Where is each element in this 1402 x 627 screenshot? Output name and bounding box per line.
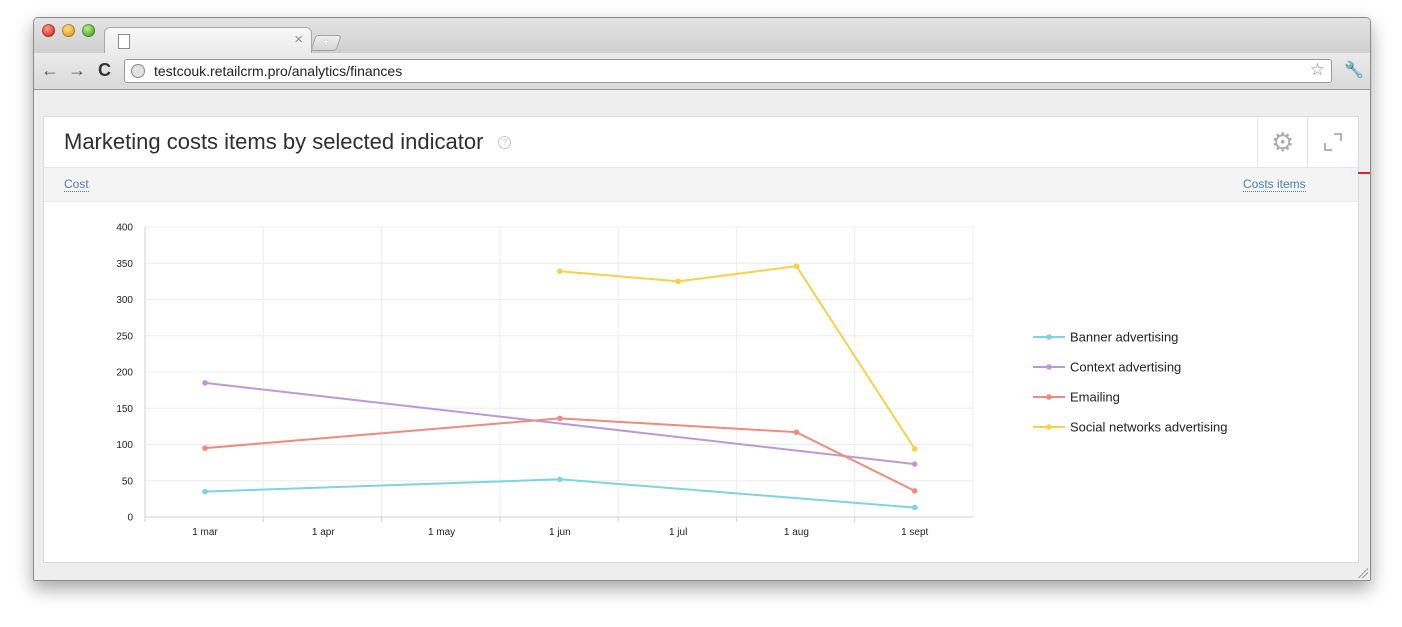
plus-icon: + [322, 35, 330, 49]
legend-label: Banner advertising [1070, 330, 1178, 345]
data-point [557, 268, 563, 275]
browser-toolbar: ← → C testcouk.retailcrm.pro/analytics/f… [34, 53, 1370, 90]
globe-icon [131, 64, 145, 78]
new-tab-button[interactable]: + [310, 35, 342, 51]
bookmark-star-icon[interactable]: ☆ [1309, 60, 1325, 79]
legend-marker [1046, 424, 1052, 430]
wrench-menu-icon[interactable]: 🔧 [1344, 62, 1364, 79]
data-point [911, 461, 918, 467]
address-bar[interactable]: testcouk.retailcrm.pro/analytics/finance… [124, 59, 1332, 83]
data-point [202, 488, 208, 495]
tab-close-icon[interactable]: × [294, 31, 303, 48]
y-tick-label: 200 [116, 368, 133, 379]
gear-icon: ⚙ [1271, 127, 1295, 157]
data-point [911, 488, 918, 494]
y-tick-label: 400 [116, 223, 133, 234]
help-icon[interactable]: ? [498, 136, 511, 149]
data-point [911, 504, 918, 511]
zoom-window-button[interactable] [82, 24, 95, 37]
x-tick-label: 1 sept [901, 527, 928, 538]
data-point [793, 429, 800, 435]
y-tick-label: 350 [116, 259, 133, 270]
y-tick-label: 150 [116, 404, 133, 415]
back-arrow-icon[interactable]: ← [41, 60, 59, 80]
report-panel: Marketing costs items by selected indica… [43, 116, 1370, 563]
close-window-button[interactable] [42, 24, 55, 37]
browser-tab[interactable]: × [104, 27, 312, 55]
y-tick-label: 50 [122, 476, 134, 487]
settings-button[interactable]: ⚙ [1257, 117, 1308, 167]
data-point [675, 278, 681, 285]
tab-strip: × + [34, 18, 1370, 55]
y-tick-label: 300 [116, 295, 133, 306]
x-tick-label: 1 may [428, 527, 455, 538]
series-line [204, 417, 916, 492]
line-chart: 0 50 100 150 200 250 300 350 400 1 mar 1 apr 1 may 1… [116, 223, 1228, 539]
data-point [202, 445, 208, 451]
page-content: Marketing costs items by selected indica… [34, 90, 1370, 580]
data-point [202, 380, 208, 386]
x-tick-label: 1 jul [669, 527, 687, 538]
y-tick-label: 0 [127, 513, 133, 524]
legend-marker [1046, 364, 1052, 370]
data-point [557, 476, 563, 483]
page-icon [118, 34, 130, 49]
legend-label: Social networks advertising [1070, 420, 1228, 435]
panel-header: Marketing costs items by selected indica… [44, 117, 1358, 168]
cost-indicator-link[interactable]: Cost [64, 177, 89, 192]
minimize-window-button[interactable] [62, 24, 75, 37]
x-tick-label: 1 aug [784, 527, 809, 538]
series-line [204, 381, 915, 466]
legend-marker [1046, 394, 1052, 400]
series-line [559, 265, 916, 450]
x-tick-label: 1 mar [192, 527, 218, 538]
page-title: Marketing costs items by selected indica… [64, 129, 484, 154]
resize-grip[interactable] [1358, 568, 1368, 578]
expand-button[interactable] [1307, 117, 1358, 167]
data-point [911, 446, 918, 452]
browser-window: × + ← → C testcouk.retailcrm.pro/analyti… [33, 17, 1371, 581]
y-tick-label: 250 [116, 331, 133, 342]
filter-bar: Cost Costs items [44, 168, 1358, 202]
x-tick-label: 1 jun [549, 527, 571, 538]
legend-label: Context advertising [1070, 360, 1181, 375]
url-text[interactable]: testcouk.retailcrm.pro/analytics/finance… [154, 63, 403, 79]
x-tick-label: 1 apr [312, 527, 335, 538]
data-point [793, 263, 800, 269]
costs-items-link[interactable]: Costs items [1243, 177, 1306, 192]
expand-icon [1324, 133, 1342, 151]
forward-arrow-icon[interactable]: → [68, 60, 86, 80]
reload-icon[interactable]: C [98, 60, 111, 80]
data-point [557, 415, 563, 422]
legend-label: Emailing [1070, 390, 1120, 405]
legend-marker [1046, 334, 1052, 340]
y-tick-label: 100 [116, 440, 133, 451]
